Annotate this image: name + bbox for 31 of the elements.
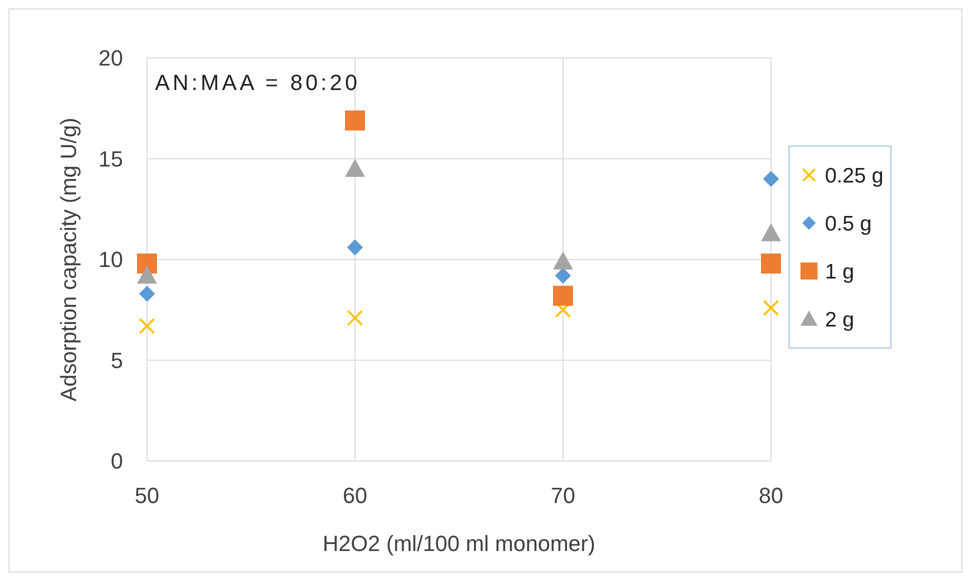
x-axis-title: H2O2 (ml/100 ml monomer) <box>322 531 596 556</box>
x-tick-label: 60 <box>342 483 368 508</box>
point <box>555 268 571 284</box>
point <box>347 239 363 256</box>
legend-label: 0.5 g <box>825 212 872 236</box>
legend-label: 0.25 g <box>825 164 884 188</box>
point <box>137 266 157 284</box>
y-tick-label: 15 <box>98 146 123 172</box>
point <box>761 223 781 242</box>
point <box>139 286 155 302</box>
point <box>345 110 365 130</box>
y-axis-title: Adsorption capacity (mg U/g) <box>56 118 81 402</box>
x-tick-label: 80 <box>758 483 784 508</box>
x-tick-label: 50 <box>134 483 160 508</box>
y-tick-label: 10 <box>98 247 123 272</box>
y-tick-label: 5 <box>110 348 123 373</box>
point <box>139 318 155 334</box>
legend-label: 1 g <box>825 260 854 284</box>
point <box>763 170 779 187</box>
point <box>553 286 573 306</box>
y-tick-label: 20 <box>98 46 123 71</box>
point <box>761 254 781 274</box>
point <box>553 252 573 270</box>
point <box>345 158 365 177</box>
point <box>763 300 779 316</box>
y-tick-label: 0 <box>110 448 123 474</box>
annotation: AN:MAA = 80:20 <box>155 70 360 95</box>
legend-label: 2 g <box>825 308 854 332</box>
point <box>347 310 363 326</box>
point <box>137 254 157 274</box>
x-tick-label: 70 <box>550 483 576 508</box>
